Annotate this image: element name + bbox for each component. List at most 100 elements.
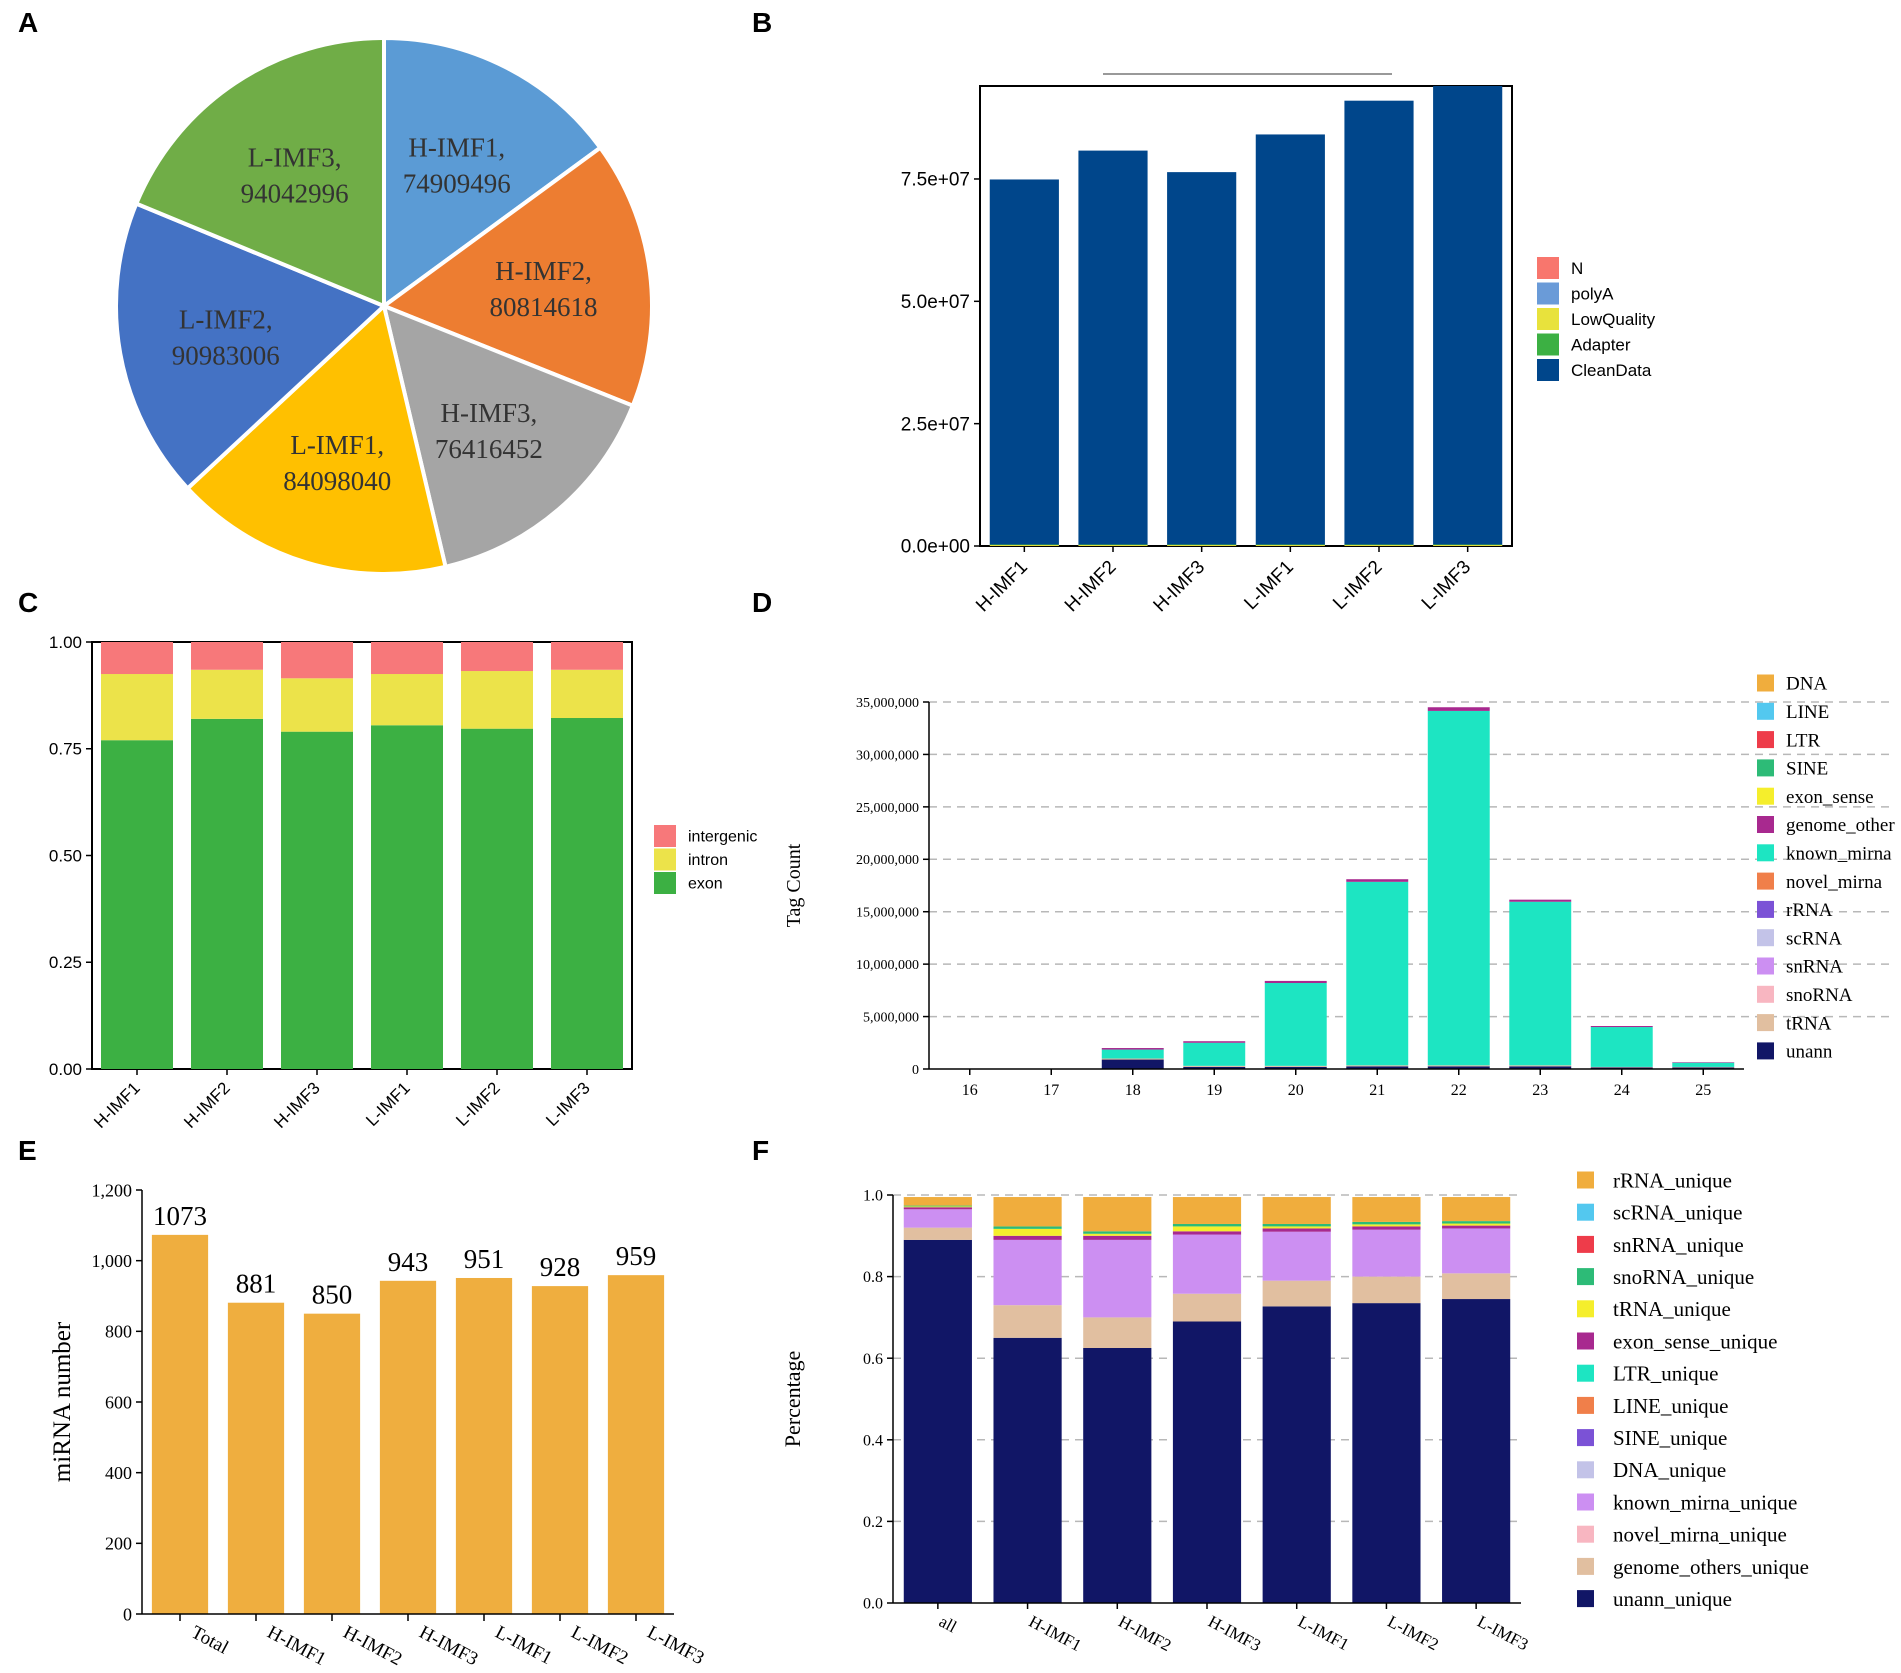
- x-tick-label: 24: [1614, 1082, 1630, 1099]
- bar-exon-sense-unique-h-imf1: [993, 1235, 1062, 1240]
- bar-data-label: 928: [540, 1252, 581, 1282]
- bar-trna-unique-l-imf1: [1262, 1226, 1331, 1229]
- legend-label-exon-sense: exon_sense: [1786, 787, 1874, 808]
- y-tick-label: 0.00: [49, 1060, 82, 1079]
- bar-cleandata-l-imf3: [1433, 86, 1503, 545]
- y-tick-label: 0.6: [863, 1351, 883, 1368]
- pie-label-name: L-IMF2,: [179, 305, 273, 335]
- bar-known-mirna-21: [1346, 881, 1409, 1066]
- legend-swatch-intron: [654, 848, 676, 871]
- bar-intron-h-imf1: [101, 674, 173, 741]
- bar-l-imf3: [607, 1275, 665, 1614]
- bar-genome-other-23: [1509, 899, 1572, 902]
- x-tick-label: L-IMF3: [542, 1078, 594, 1130]
- bar-snorna-unique-l-imf1: [1262, 1223, 1331, 1227]
- bar-snorna-unique-all: [903, 1205, 972, 1207]
- panel-b-read-composition-chart: H-IMF1 H-IMF2 H-IMF3 L-IMF1 L-IMF2 L-IMF3 0.0e…: [901, 73, 1656, 616]
- pie-slice-h-imf1: [382, 35, 604, 310]
- legend-swatch-dna: [1757, 674, 1774, 692]
- legend-swatch-genome-other: [1757, 816, 1774, 833]
- bar-exon-sense-unique-l-imf2: [1352, 1226, 1421, 1230]
- y-tick-label: 0.75: [49, 740, 82, 759]
- legend-label-rrna-unique: rRNA_unique: [1613, 1168, 1732, 1192]
- x-tick-label: 21: [1369, 1082, 1385, 1099]
- bar-exon-l-imf3: [551, 718, 623, 1069]
- x-tick-label: L-IMF2: [568, 1622, 632, 1669]
- bar-trna-18: [1101, 1058, 1164, 1060]
- legend-label-line-unique: LINE_unique: [1613, 1394, 1728, 1418]
- y-tick-label: 600: [105, 1392, 132, 1412]
- bar-known-mirna-24: [1590, 1027, 1653, 1067]
- x-tick-label: H-IMF1: [264, 1622, 330, 1670]
- legend-label-intergenic: intergenic: [688, 829, 757, 846]
- bar-cleandata-h-imf1: [989, 179, 1059, 545]
- bar-intergenic-h-imf1: [101, 642, 173, 675]
- bar-lowquality-h-imf3: [1167, 545, 1237, 546]
- bar-cleandata-h-imf3: [1167, 172, 1237, 545]
- legend-swatch-snrna-unique: [1577, 1235, 1594, 1253]
- bar-known-mirna-unique-h-imf3: [1172, 1234, 1242, 1294]
- bar-rrna-unique-all: [903, 1197, 972, 1206]
- legend-label-ltr-unique: LTR_unique: [1613, 1362, 1718, 1386]
- bar-snorna-unique-h-imf3: [1172, 1223, 1242, 1227]
- bar-known-mirna-unique-l-imf3: [1442, 1228, 1511, 1274]
- x-tick-label: H-IMF2: [180, 1078, 234, 1132]
- bar-genome-others-unique-h-imf1: [993, 1305, 1062, 1338]
- legend-label-novel-mirna: novel_mirna: [1786, 872, 1883, 893]
- bar-unann-unique-l-imf3: [1442, 1299, 1511, 1603]
- x-tick-label: H-IMF3: [1205, 1612, 1264, 1655]
- legend-swatch-ltr: [1757, 731, 1774, 749]
- legend-swatch-exon: [654, 872, 676, 894]
- legend-label-dna: DNA: [1786, 674, 1827, 695]
- bar-genome-others-unique-l-imf2: [1352, 1276, 1421, 1304]
- bar-genome-other-20: [1264, 980, 1327, 984]
- x-tick-label: H-IMF3: [416, 1622, 482, 1670]
- pie-slice-h-imf2: [379, 144, 654, 409]
- legend-swatch-scrna-unique: [1577, 1203, 1594, 1221]
- x-tick-label: 19: [1206, 1082, 1222, 1099]
- legend-swatch-ltr-unique: [1577, 1364, 1594, 1382]
- bar-snorna-unique-h-imf1: [993, 1226, 1062, 1229]
- legend-label-exon: exon: [688, 876, 723, 893]
- x-tick-label: 20: [1288, 1082, 1304, 1099]
- bar-known-mirna-unique-l-imf2: [1352, 1229, 1421, 1277]
- panel-letter-a: A: [18, 7, 38, 38]
- bar-data-label: 850: [312, 1280, 353, 1310]
- legend-label-cleandata: CleanData: [1571, 361, 1652, 380]
- bar-unann-25: [1672, 1067, 1735, 1069]
- x-tick-label: L-IMF1: [1295, 1612, 1352, 1654]
- x-tick-label: 16: [962, 1082, 978, 1099]
- legend-swatch-rrna: [1757, 900, 1774, 918]
- y-tick-label: 0.2: [863, 1514, 883, 1531]
- legend-label-intron: intron: [688, 852, 728, 869]
- bar-snorna-unique-l-imf3: [1442, 1221, 1511, 1224]
- legend-label-exon-sense-unique: exon_sense_unique: [1613, 1329, 1777, 1353]
- x-tick-label: H-IMF1: [90, 1078, 144, 1132]
- pie-label-name: H-IMF2,: [495, 256, 592, 286]
- pie-slice-h-imf3: [381, 302, 636, 570]
- bar-unann-21: [1346, 1066, 1409, 1069]
- x-tick-label: H-IMF1: [1026, 1612, 1085, 1655]
- bar-known-mirna-unique-l-imf1: [1262, 1231, 1331, 1281]
- bar-genome-others-unique-all: [903, 1227, 972, 1240]
- y-tick-label: 10,000,000: [856, 958, 919, 973]
- legend-label-genome-others-unique: genome_others_unique: [1613, 1555, 1809, 1579]
- legend-label-scrna: scRNA: [1786, 928, 1842, 949]
- bar-exon-h-imf2: [191, 718, 263, 1069]
- y-tick-label: 5.0e+07: [901, 292, 970, 313]
- bar-unann-19: [1183, 1066, 1246, 1069]
- pie-label-name: H-IMF3,: [441, 398, 538, 428]
- legend-swatch-sine-unique: [1577, 1429, 1594, 1447]
- legend-label-snorna-unique: snoRNA_unique: [1613, 1265, 1754, 1289]
- bar-unann-22: [1427, 1066, 1490, 1069]
- x-tick-label: 23: [1532, 1082, 1548, 1099]
- bar-genome-others-unique-l-imf1: [1262, 1280, 1331, 1307]
- pie-label-value: 94042996: [241, 178, 349, 208]
- bar-genome-others-unique-h-imf3: [1172, 1293, 1242, 1322]
- y-tick-label: 0.50: [49, 846, 82, 865]
- legend-swatch-unann-unique: [1577, 1590, 1594, 1608]
- legend-label-snorna: snoRNA: [1786, 985, 1853, 1006]
- x-tick-label: 18: [1125, 1082, 1141, 1099]
- bar-known-mirna-18: [1101, 1049, 1164, 1059]
- x-tick-label: L-IMF1: [492, 1622, 556, 1669]
